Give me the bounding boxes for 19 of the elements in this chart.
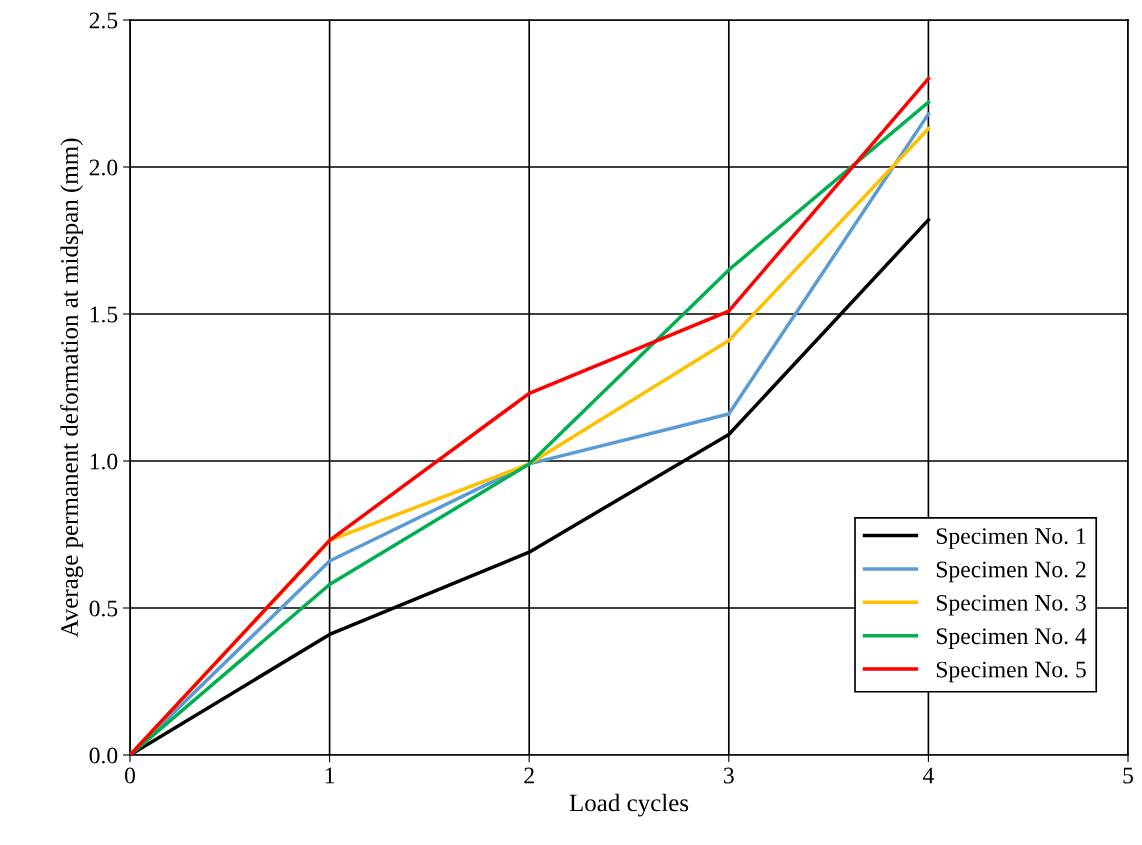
y-tick-label: 1.0 — [90, 453, 118, 470]
x-tick-label: 2 — [524, 767, 534, 784]
y-tick-label: 1.5 — [90, 306, 118, 323]
x-tick-label: 1 — [325, 767, 335, 784]
legend-label: Specimen No. 5 — [936, 661, 1086, 683]
x-tick-label: 3 — [724, 767, 734, 784]
legend-label: Specimen No. 4 — [936, 628, 1087, 649]
y-tick-label: 2.0 — [89, 159, 118, 176]
x-tick-label: 0 — [125, 767, 135, 784]
legend-label: Specimen No. 2 — [936, 561, 1086, 583]
y-tick-label: 0.0 — [89, 747, 118, 764]
x-axis-title: Load cycles — [569, 793, 689, 817]
y-tick-label: 0.5 — [89, 600, 118, 617]
legend-label: Specimen No. 3 — [936, 594, 1086, 616]
y-tick-label: 2.5 — [89, 12, 118, 29]
legend-label: Specimen No. 1 — [936, 528, 1086, 549]
x-tick-label: 5 — [1123, 767, 1133, 784]
y-axis-title: Average permanent deformation at midspan (mm) — [60, 138, 84, 638]
x-tick-label: 4 — [922, 767, 934, 784]
